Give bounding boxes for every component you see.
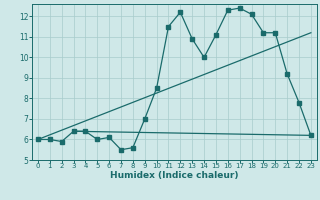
X-axis label: Humidex (Indice chaleur): Humidex (Indice chaleur)	[110, 171, 239, 180]
